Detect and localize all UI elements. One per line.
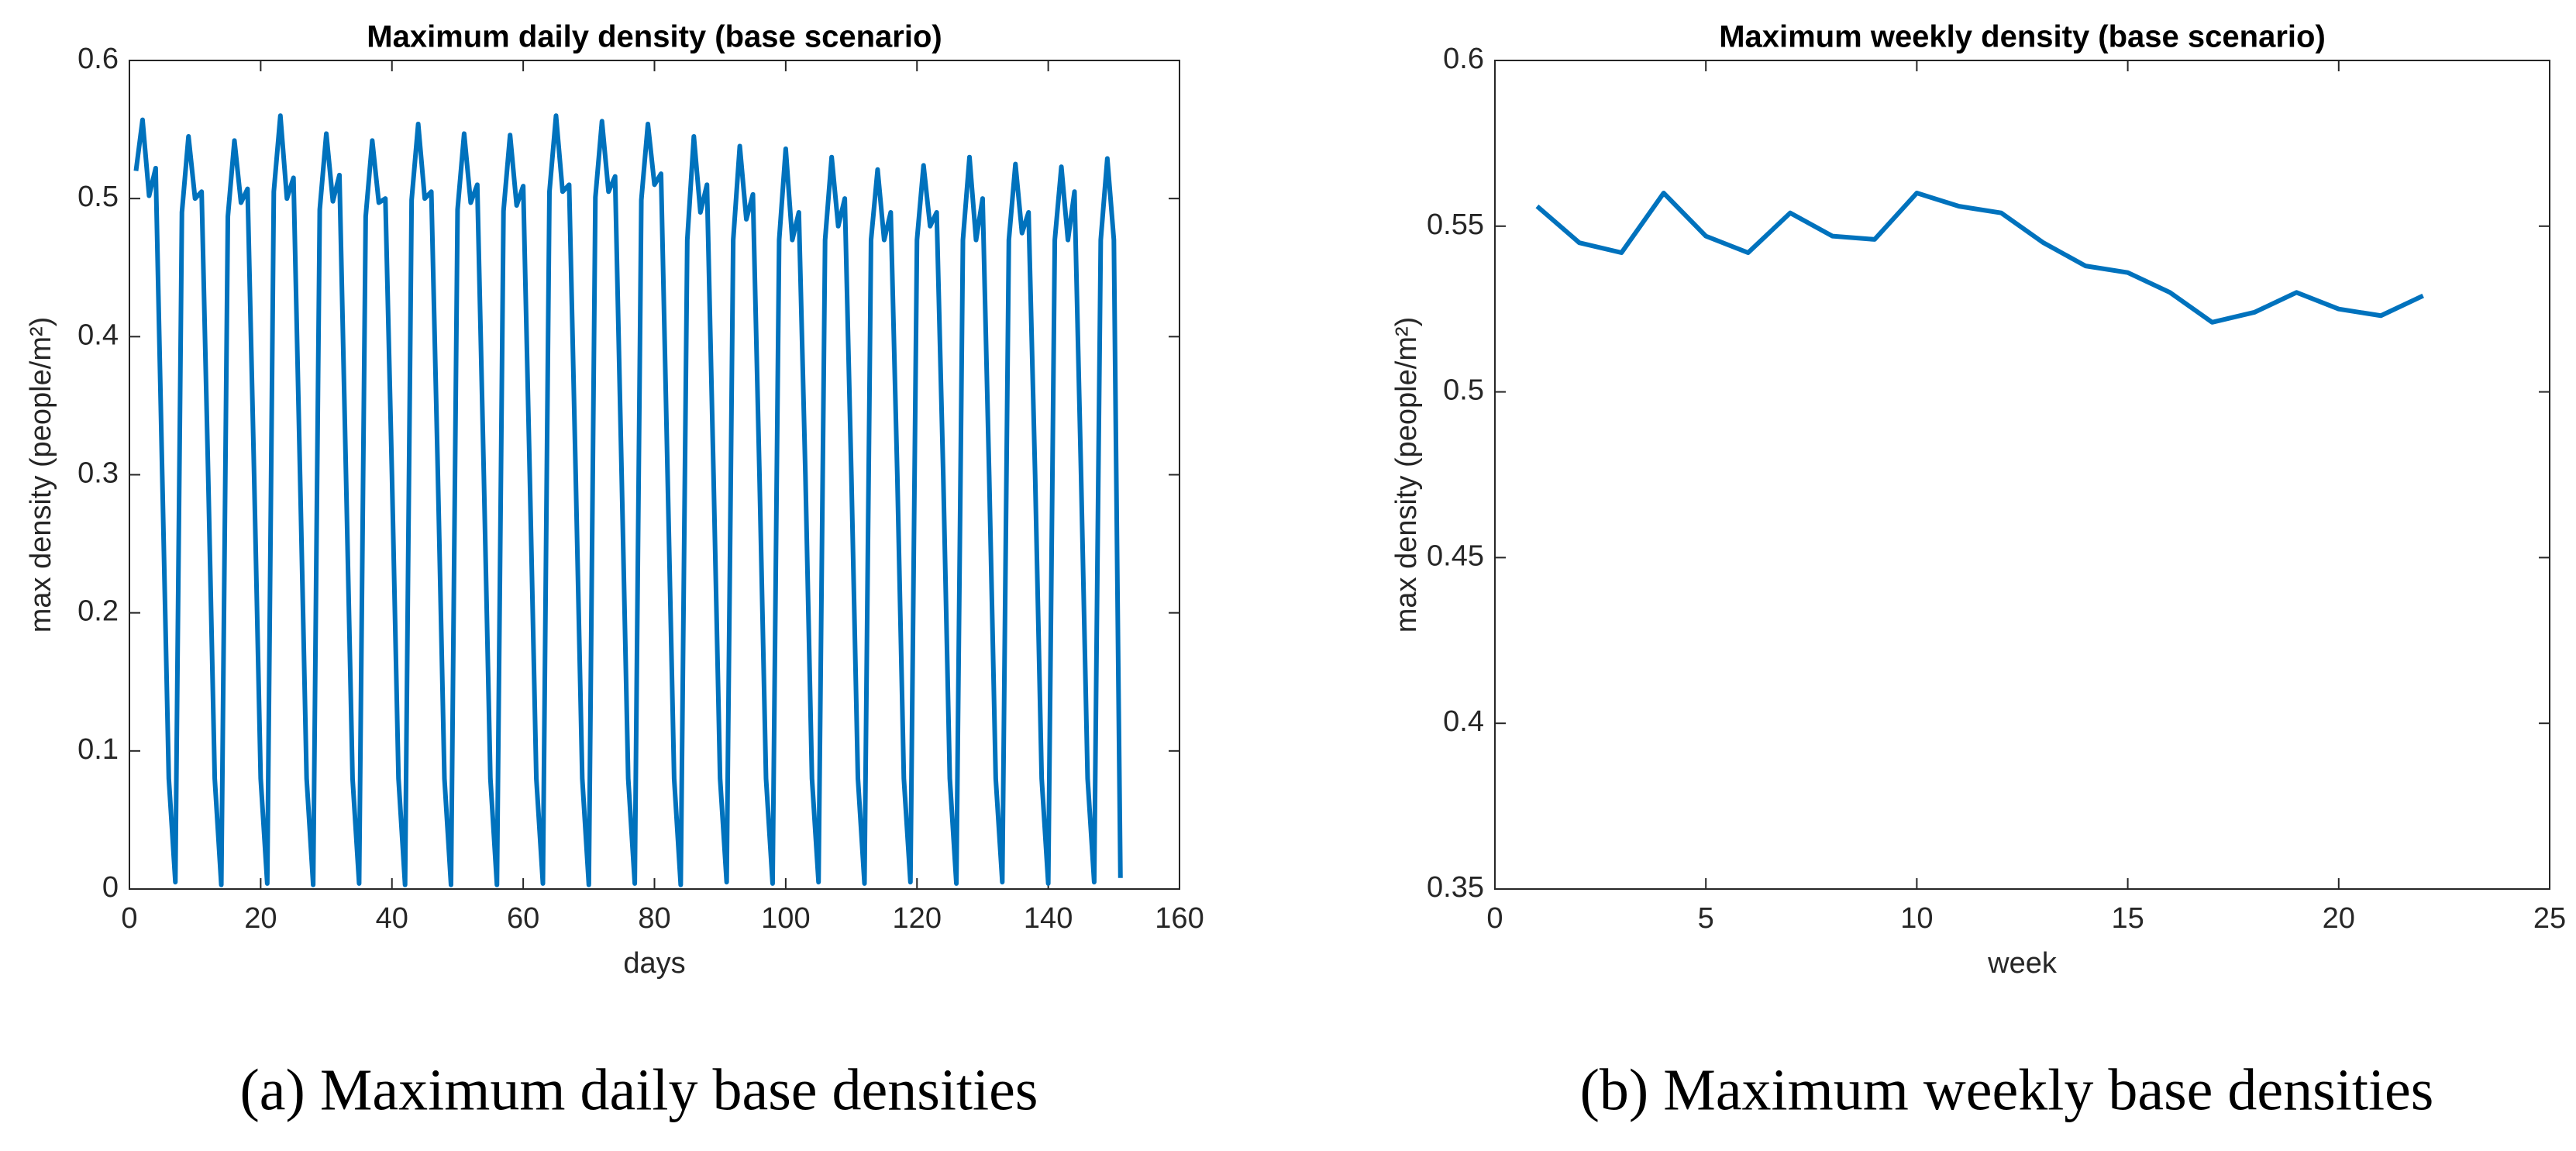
x-tick-label: 160: [1155, 902, 1204, 935]
caption: (b) Maximum weekly base densities: [1580, 1057, 2434, 1122]
y-tick-label: 0.55: [1427, 208, 1484, 241]
y-tick-label: 0.5: [77, 181, 119, 213]
y-tick-label: 0.4: [1443, 705, 1484, 738]
x-tick-label: 120: [893, 902, 942, 935]
plot-area: [1494, 60, 2550, 890]
y-tick-label: 0.1: [77, 733, 119, 766]
x-axis-label: days: [623, 947, 685, 980]
x-tick-label: 20: [2323, 902, 2355, 935]
x-tick-label: 25: [2533, 902, 2566, 935]
y-tick-label: 0.2: [77, 595, 119, 628]
y-axis-label: max density (people/m²): [1390, 317, 1423, 633]
x-tick-label: 80: [638, 902, 670, 935]
y-tick-label: 0.6: [77, 43, 119, 75]
y-tick-label: 0: [102, 871, 119, 904]
x-tick-label: 20: [244, 902, 277, 935]
x-tick-label: 15: [2111, 902, 2144, 935]
x-tick-label: 5: [1698, 902, 1714, 935]
y-tick-label: 0.6: [1443, 43, 1484, 75]
y-tick-label: 0.45: [1427, 539, 1484, 572]
chart-title: Maximum daily density (base scenario): [367, 20, 942, 54]
caption: (a) Maximum daily base densities: [240, 1057, 1038, 1122]
x-tick-label: 0: [1486, 902, 1503, 935]
x-tick-label: 60: [507, 902, 539, 935]
x-tick-label: 140: [1024, 902, 1073, 935]
x-tick-label: 10: [1900, 902, 1933, 935]
y-axis-label: max density (people/m²): [25, 317, 57, 633]
y-tick-label: 0.4: [77, 319, 119, 351]
x-tick-label: 0: [121, 902, 137, 935]
y-tick-label: 0.3: [77, 457, 119, 490]
y-tick-label: 0.35: [1427, 871, 1484, 904]
x-tick-label: 100: [761, 902, 810, 935]
x-axis-label: week: [1987, 947, 2058, 980]
data-line: [1535, 191, 2424, 325]
chart-title: Maximum weekly density (base scenario): [1719, 20, 2326, 54]
y-tick-label: 0.5: [1443, 374, 1484, 407]
data-line: [133, 113, 1123, 887]
x-tick-label: 40: [376, 902, 408, 935]
